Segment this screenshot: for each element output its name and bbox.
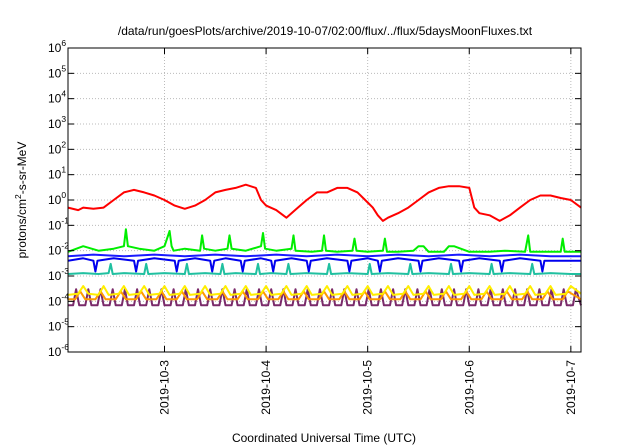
y-tick-label: 106 <box>48 38 66 55</box>
y-tick-base: 10 <box>48 320 62 334</box>
x-tick-label: 2019-10-5 <box>361 360 375 415</box>
y-tick-label: 101 <box>48 165 66 182</box>
x-axis-ticks: 2019-10-3 2019-10-4 2019-10-5 2019-10-6 2019… <box>158 48 578 415</box>
plot-frame <box>67 47 582 353</box>
y-tick-label: 104 <box>48 89 66 106</box>
y-label-unit: -s-sr-MeV <box>15 142 29 195</box>
y-label-main: protons/cm <box>15 199 29 258</box>
x-tick-label: 2019-10-6 <box>462 360 476 415</box>
y-tick-base: 10 <box>48 269 62 283</box>
y-tick-base: 10 <box>48 92 62 106</box>
y-tick-exponent: 5 <box>61 63 66 73</box>
y-tick-base: 10 <box>48 168 62 182</box>
y-tick-label: 10-3 <box>48 266 69 283</box>
y-tick-exponent: 6 <box>61 38 66 48</box>
y-tick-label: 10-2 <box>48 241 69 258</box>
y-tick-exponent: -1 <box>61 215 69 225</box>
y-tick-base: 10 <box>48 41 62 55</box>
y-tick-label: 10-5 <box>48 317 69 334</box>
y-tick-exponent: -3 <box>61 266 69 276</box>
series-line <box>67 228 581 253</box>
y-tick-exponent: -4 <box>61 291 69 301</box>
y-tick-base: 10 <box>48 294 62 308</box>
y-axis-ticks: 10-610-510-410-310-210-11001011021031041… <box>48 38 581 359</box>
y-tick-label: 10-4 <box>48 291 69 308</box>
y-tick-exponent: 2 <box>61 139 66 149</box>
y-tick-label: 103 <box>48 114 66 131</box>
y-label-superscript: 2 <box>13 194 23 199</box>
y-tick-exponent: 1 <box>61 165 66 175</box>
y-tick-exponent: -5 <box>61 317 69 327</box>
y-tick-exponent: -6 <box>61 342 69 352</box>
x-axis-label: Coordinated Universal Time (UTC) <box>232 431 416 445</box>
y-tick-exponent: 3 <box>61 114 66 124</box>
series-line <box>67 262 581 275</box>
series-layer <box>67 183 582 307</box>
series-line <box>67 253 581 258</box>
y-tick-exponent: 4 <box>61 89 66 99</box>
series-line <box>67 257 581 273</box>
y-tick-label: 100 <box>48 190 66 207</box>
y-tick-base: 10 <box>48 66 62 80</box>
y-tick-label: 105 <box>48 63 66 80</box>
series-line <box>68 290 582 301</box>
y-tick-base: 10 <box>48 218 62 232</box>
y-tick-exponent: 0 <box>61 190 66 200</box>
y-tick-exponent: -2 <box>61 241 69 251</box>
plot-grid <box>68 48 581 352</box>
series-line <box>68 288 582 307</box>
x-tick-label: 2019-10-7 <box>564 360 578 415</box>
chart-title: /data/run/goesPlots/archive/2019-10-07/0… <box>118 24 533 38</box>
y-tick-base: 10 <box>48 142 62 156</box>
y-tick-base: 10 <box>48 193 62 207</box>
series-line <box>67 285 582 296</box>
y-tick-label: 10-6 <box>48 342 69 359</box>
y-tick-label: 102 <box>48 139 66 156</box>
x-tick-label: 2019-10-4 <box>259 360 273 415</box>
y-tick-base: 10 <box>48 117 62 131</box>
y-tick-label: 10-1 <box>48 215 69 232</box>
y-axis-label: protons/cm2-s-sr-MeV <box>13 142 29 259</box>
x-tick-label: 2019-10-3 <box>158 360 172 415</box>
series-line <box>67 183 582 222</box>
y-tick-base: 10 <box>48 244 62 258</box>
y-tick-base: 10 <box>48 345 62 359</box>
